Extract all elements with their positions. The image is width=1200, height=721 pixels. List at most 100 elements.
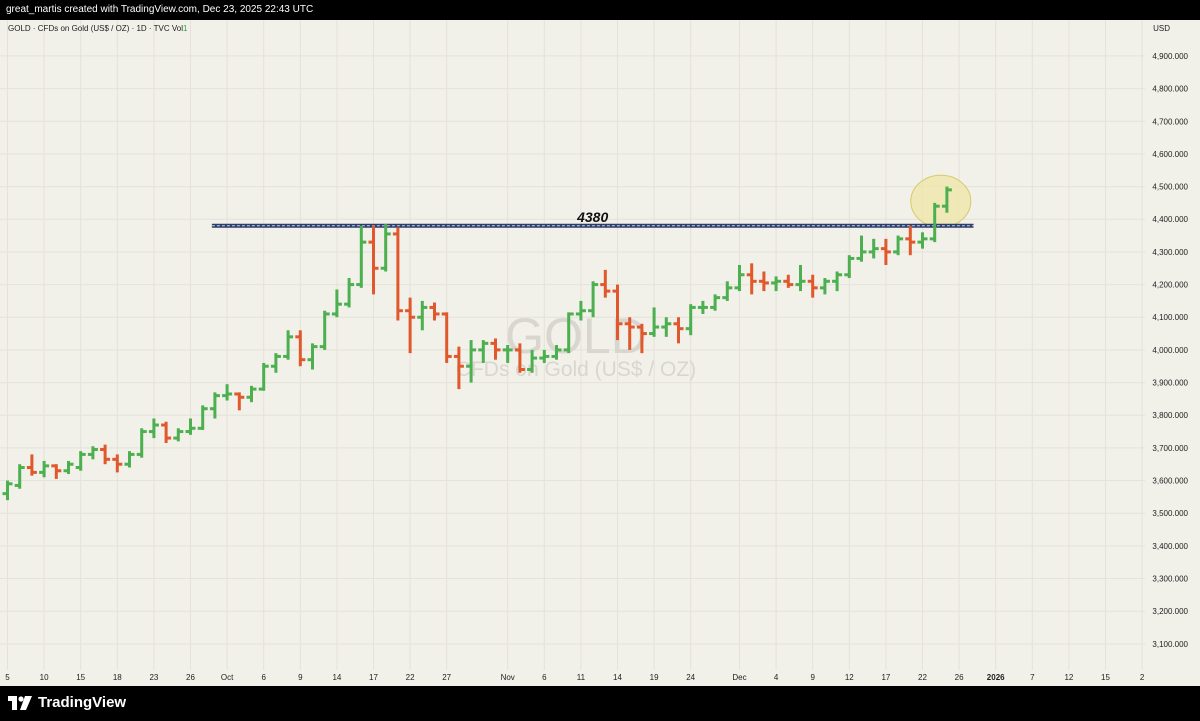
- ohlc-bars: [2, 186, 952, 501]
- ohlc-bar: [26, 454, 37, 476]
- y-tick-label: 4,400.000: [1152, 215, 1188, 224]
- x-tick-label: 14: [613, 673, 622, 682]
- ohlc-bar: [405, 297, 416, 354]
- x-tick-label: 5: [5, 673, 10, 682]
- x-tick-label: 9: [298, 673, 303, 682]
- ohlc-bar: [380, 224, 391, 272]
- ohlc-bar: [185, 418, 196, 435]
- footer-bar: TradingView: [0, 686, 1200, 721]
- ohlc-bar: [710, 294, 721, 311]
- x-tick-label: 19: [650, 673, 659, 682]
- x-tick-label: 15: [76, 673, 85, 682]
- ohlc-bar: [661, 317, 672, 337]
- ohlc-bar: [124, 451, 135, 468]
- tradingview-logo[interactable]: TradingView: [8, 694, 126, 711]
- ohlc-bar: [453, 346, 464, 390]
- ohlc-bar: [746, 263, 757, 295]
- price-axis[interactable]: 3,100.000 3,200.000 3,300.000 3,400.000 3,50…: [1152, 52, 1188, 649]
- ohlc-bar: [844, 255, 855, 279]
- attribution-bar: great_martis created with TradingView.co…: [0, 0, 1200, 20]
- ohlc-bar: [63, 460, 74, 475]
- x-tick-label: 27: [442, 673, 451, 682]
- ohlc-bar: [209, 392, 220, 419]
- ohlc-bar: [514, 343, 525, 373]
- ohlc-bar: [612, 284, 623, 341]
- x-tick-label: 2026: [987, 673, 1005, 682]
- ohlc-bar: [75, 451, 86, 471]
- ohlc-bar: [575, 300, 586, 321]
- ohlc-bar: [417, 300, 428, 331]
- x-tick-label: Nov: [501, 673, 515, 682]
- ohlc-bar: [429, 302, 440, 321]
- resistance-label: 4380: [576, 209, 608, 225]
- x-tick-label: 9: [810, 673, 815, 682]
- legend-vol-mark: 1: [183, 24, 188, 33]
- watermark-description: CFDs on Gold (US$ / OZ): [456, 358, 696, 381]
- ohlc-bar: [344, 278, 355, 308]
- ohlc-bar: [868, 238, 879, 259]
- x-tick-label: 26: [955, 673, 964, 682]
- ohlc-bar: [234, 392, 245, 411]
- y-tick-label: 4,800.000: [1152, 85, 1188, 94]
- x-tick-label: 17: [881, 673, 890, 682]
- y-tick-label: 4,600.000: [1152, 150, 1188, 159]
- x-tick-label: 17: [369, 673, 378, 682]
- ohlc-bar: [527, 349, 538, 373]
- price-chart[interactable]: GOLD CFDs on Gold (US$ / OZ) 4380 3,100.…: [0, 20, 1200, 686]
- ohlc-bar: [880, 238, 891, 265]
- annotation-layer: 4380: [211, 174, 974, 228]
- ohlc-bar: [624, 317, 635, 350]
- ohlc-bar: [563, 312, 574, 354]
- y-tick-label: 3,500.000: [1152, 509, 1188, 518]
- ohlc-bar: [197, 405, 208, 430]
- y-tick-label: 4,100.000: [1152, 313, 1188, 322]
- highlight-circle: [910, 174, 972, 228]
- ohlc-bar: [502, 345, 513, 363]
- currency-label[interactable]: USD: [1153, 24, 1170, 33]
- ohlc-bar: [368, 225, 379, 295]
- y-tick-label: 3,100.000: [1152, 640, 1188, 649]
- ohlc-bar: [832, 271, 843, 292]
- ohlc-bar: [636, 323, 647, 354]
- ohlc-bar: [551, 345, 562, 360]
- y-tick-label: 4,900.000: [1152, 52, 1188, 61]
- symbol-legend[interactable]: GOLD · CFDs on Gold (US$ / OZ) · 1D · TV…: [8, 24, 187, 33]
- ohlc-bar: [649, 307, 660, 337]
- ohlc-bar: [283, 330, 294, 360]
- ohlc-bar: [771, 276, 782, 292]
- ohlc-bar: [539, 349, 550, 363]
- chart-panel[interactable]: GOLD CFDs on Gold (US$ / OZ) 4380 3,100.…: [0, 20, 1200, 686]
- ohlc-bar: [929, 202, 940, 243]
- x-tick-label: 12: [1064, 673, 1073, 682]
- ohlc-bar: [758, 271, 769, 292]
- y-tick-label: 3,400.000: [1152, 542, 1188, 551]
- y-tick-label: 4,200.000: [1152, 281, 1188, 290]
- x-tick-label: Oct: [221, 673, 234, 682]
- x-tick-label: 22: [918, 673, 927, 682]
- x-tick-label: 11: [577, 673, 586, 682]
- ohlc-bar: [112, 454, 123, 473]
- tradingview-logo-icon: [8, 695, 32, 710]
- y-tick-label: 3,900.000: [1152, 379, 1188, 388]
- ohlc-bar: [222, 384, 233, 401]
- ohlc-bar: [905, 225, 916, 256]
- y-tick-label: 4,700.000: [1152, 117, 1188, 126]
- ohlc-bar: [246, 385, 257, 403]
- y-tick-label: 3,700.000: [1152, 444, 1188, 453]
- x-tick-label: 6: [261, 673, 266, 682]
- y-tick-label: 3,200.000: [1152, 607, 1188, 616]
- ohlc-bar: [466, 340, 477, 383]
- x-tick-label: Dec: [732, 673, 746, 682]
- ohlc-bar: [441, 312, 452, 363]
- ohlc-bar: [161, 421, 172, 443]
- ohlc-bar: [319, 310, 330, 350]
- ohlc-bar: [356, 225, 367, 288]
- time-axis[interactable]: 5 10 15 18 23 26 Oct 6 9 14 17 22 27 Nov 6 11 14 19 24 Dec 4…: [5, 673, 1145, 682]
- ohlc-bar: [917, 232, 928, 249]
- x-tick-label: 10: [40, 673, 49, 682]
- ohlc-bar: [673, 317, 684, 344]
- ohlc-bar: [270, 353, 281, 373]
- ohlc-bar: [2, 480, 13, 501]
- ohlc-bar: [258, 362, 269, 391]
- ohlc-bar: [148, 418, 159, 439]
